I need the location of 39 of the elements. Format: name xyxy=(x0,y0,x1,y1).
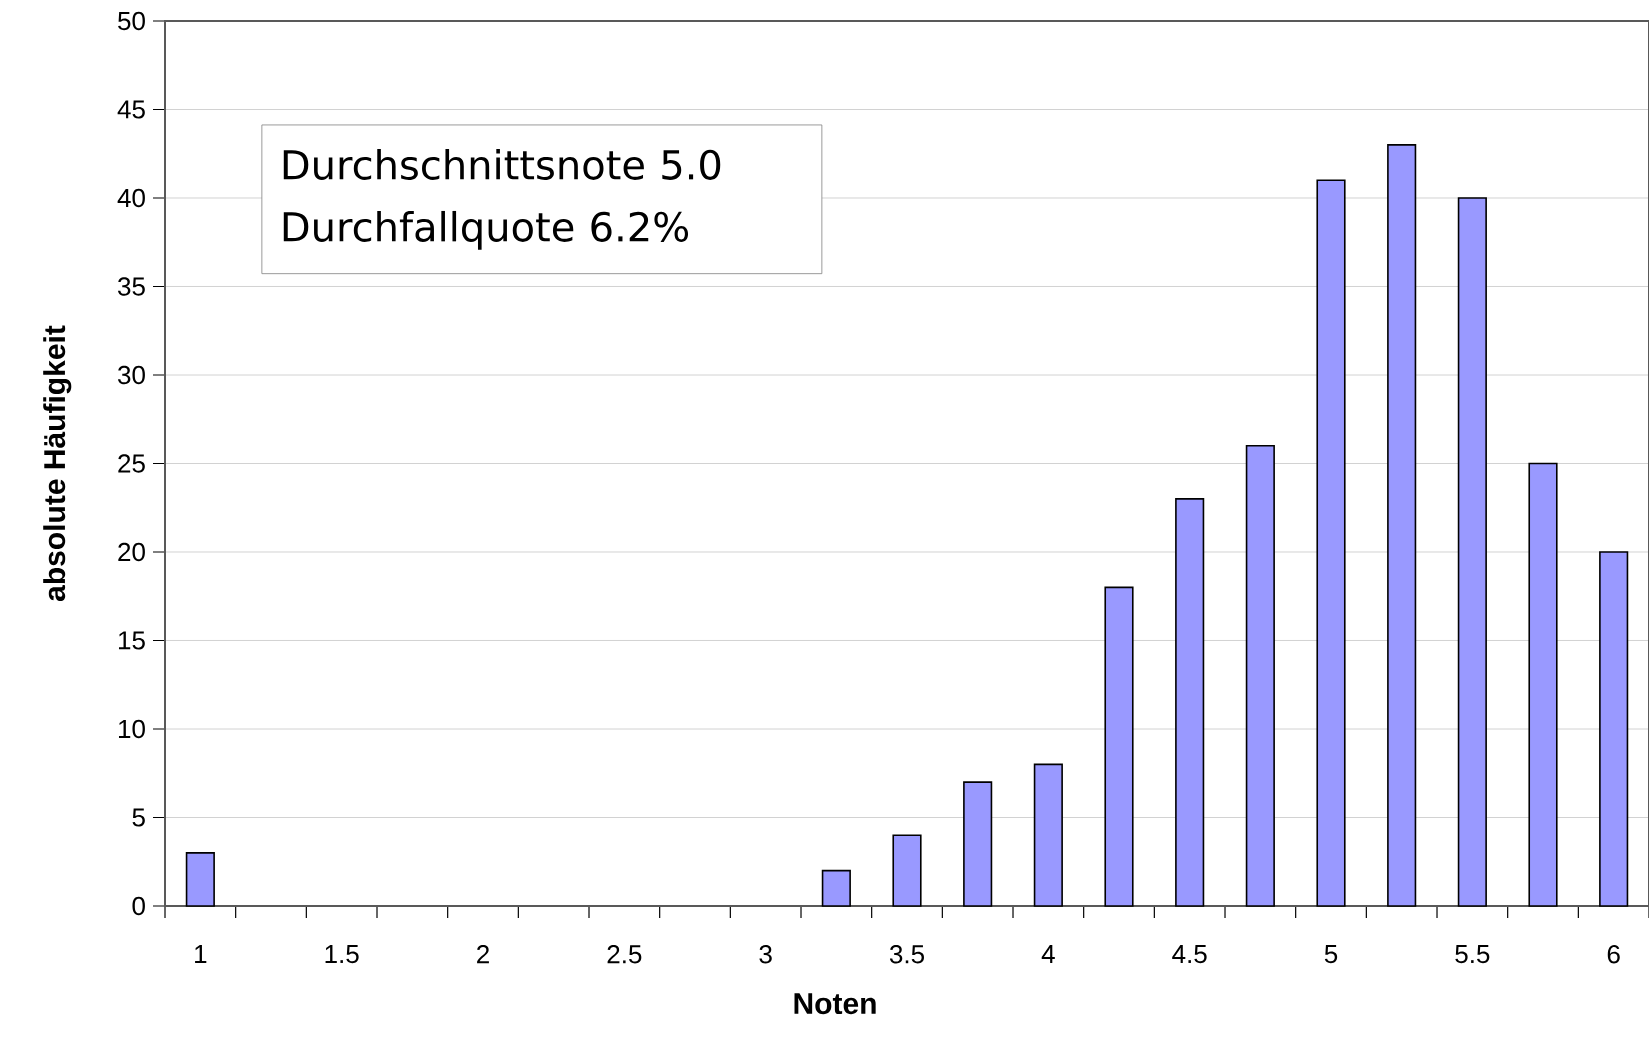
y-tick-label: 30 xyxy=(118,365,145,385)
y-tick-label: 35 xyxy=(118,277,145,296)
x-tick-label: 6 xyxy=(1607,945,1620,964)
x-tick-label: 1 xyxy=(195,945,207,963)
bar xyxy=(963,781,993,907)
x-tick-label: 4.5 xyxy=(1172,945,1207,964)
annotation: Durchfallquote 6.2% xyxy=(283,210,689,250)
x-tick-label: 3 xyxy=(759,945,772,964)
y-tick-label: 20 xyxy=(118,542,145,562)
bar xyxy=(1457,197,1487,907)
y-tick-label: 10 xyxy=(118,719,145,739)
bar xyxy=(821,869,851,907)
y-tick-label: 40 xyxy=(117,188,145,208)
x-tick-label: 4 xyxy=(1041,945,1055,963)
y-tick-label: 25 xyxy=(118,454,145,473)
bar xyxy=(892,834,922,907)
bar xyxy=(1528,462,1558,907)
bar xyxy=(1245,445,1275,907)
y-axis-title: absolute Häufigkeit xyxy=(43,325,72,601)
x-tick-label: 1.5 xyxy=(325,945,359,964)
bar xyxy=(1316,179,1346,907)
y-tick-label: 5 xyxy=(132,808,145,827)
x-tick-label: 3.5 xyxy=(889,945,924,964)
y-tick-label: 45 xyxy=(117,100,145,119)
x-tick-label: 2 xyxy=(477,945,489,964)
bar xyxy=(185,852,215,907)
annotation: Durchschnittsnote 5.0 xyxy=(283,148,721,180)
bar xyxy=(1175,498,1205,907)
y-tick-label: 0 xyxy=(132,896,145,916)
x-axis-title: Noten xyxy=(794,993,876,1015)
bar xyxy=(1104,586,1134,907)
bar xyxy=(1387,144,1417,907)
y-tick-label: 50 xyxy=(118,11,145,31)
bar xyxy=(1033,763,1063,907)
bar xyxy=(1599,551,1629,907)
x-tick-label: 5 xyxy=(1324,945,1338,964)
x-tick-label: 5.5 xyxy=(1455,945,1490,964)
y-tick-label: 15 xyxy=(118,631,145,650)
x-tick-label: 2.5 xyxy=(607,945,642,964)
